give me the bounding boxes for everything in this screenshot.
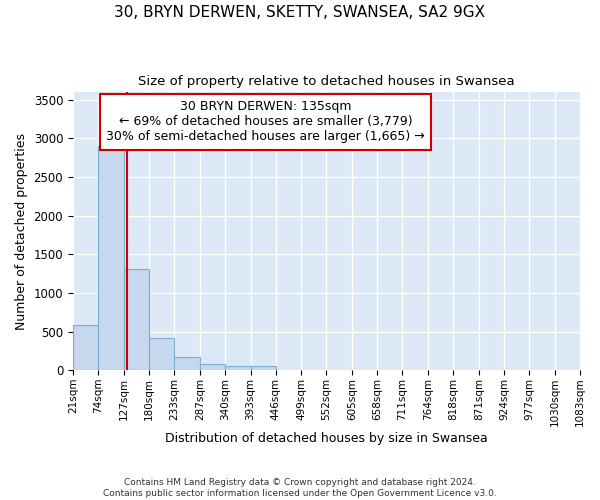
Bar: [174, 357, 200, 370]
Text: Contains HM Land Registry data © Crown copyright and database right 2024.
Contai: Contains HM Land Registry data © Crown c…: [103, 478, 497, 498]
Bar: [225, 366, 251, 370]
Bar: [73, 326, 98, 370]
Text: 30, BRYN DERWEN, SKETTY, SWANSEA, SA2 9GX: 30, BRYN DERWEN, SKETTY, SWANSEA, SA2 9G…: [115, 5, 485, 20]
X-axis label: Distribution of detached houses by size in Swansea: Distribution of detached houses by size …: [165, 432, 488, 445]
Title: Size of property relative to detached houses in Swansea: Size of property relative to detached ho…: [138, 75, 515, 88]
Bar: [251, 366, 276, 370]
Y-axis label: Number of detached properties: Number of detached properties: [15, 132, 28, 330]
Bar: [200, 364, 225, 370]
Bar: [124, 269, 149, 370]
Text: 30 BRYN DERWEN: 135sqm
← 69% of detached houses are smaller (3,779)
30% of semi-: 30 BRYN DERWEN: 135sqm ← 69% of detached…: [106, 100, 425, 144]
Bar: [98, 146, 124, 370]
Bar: [149, 338, 174, 370]
